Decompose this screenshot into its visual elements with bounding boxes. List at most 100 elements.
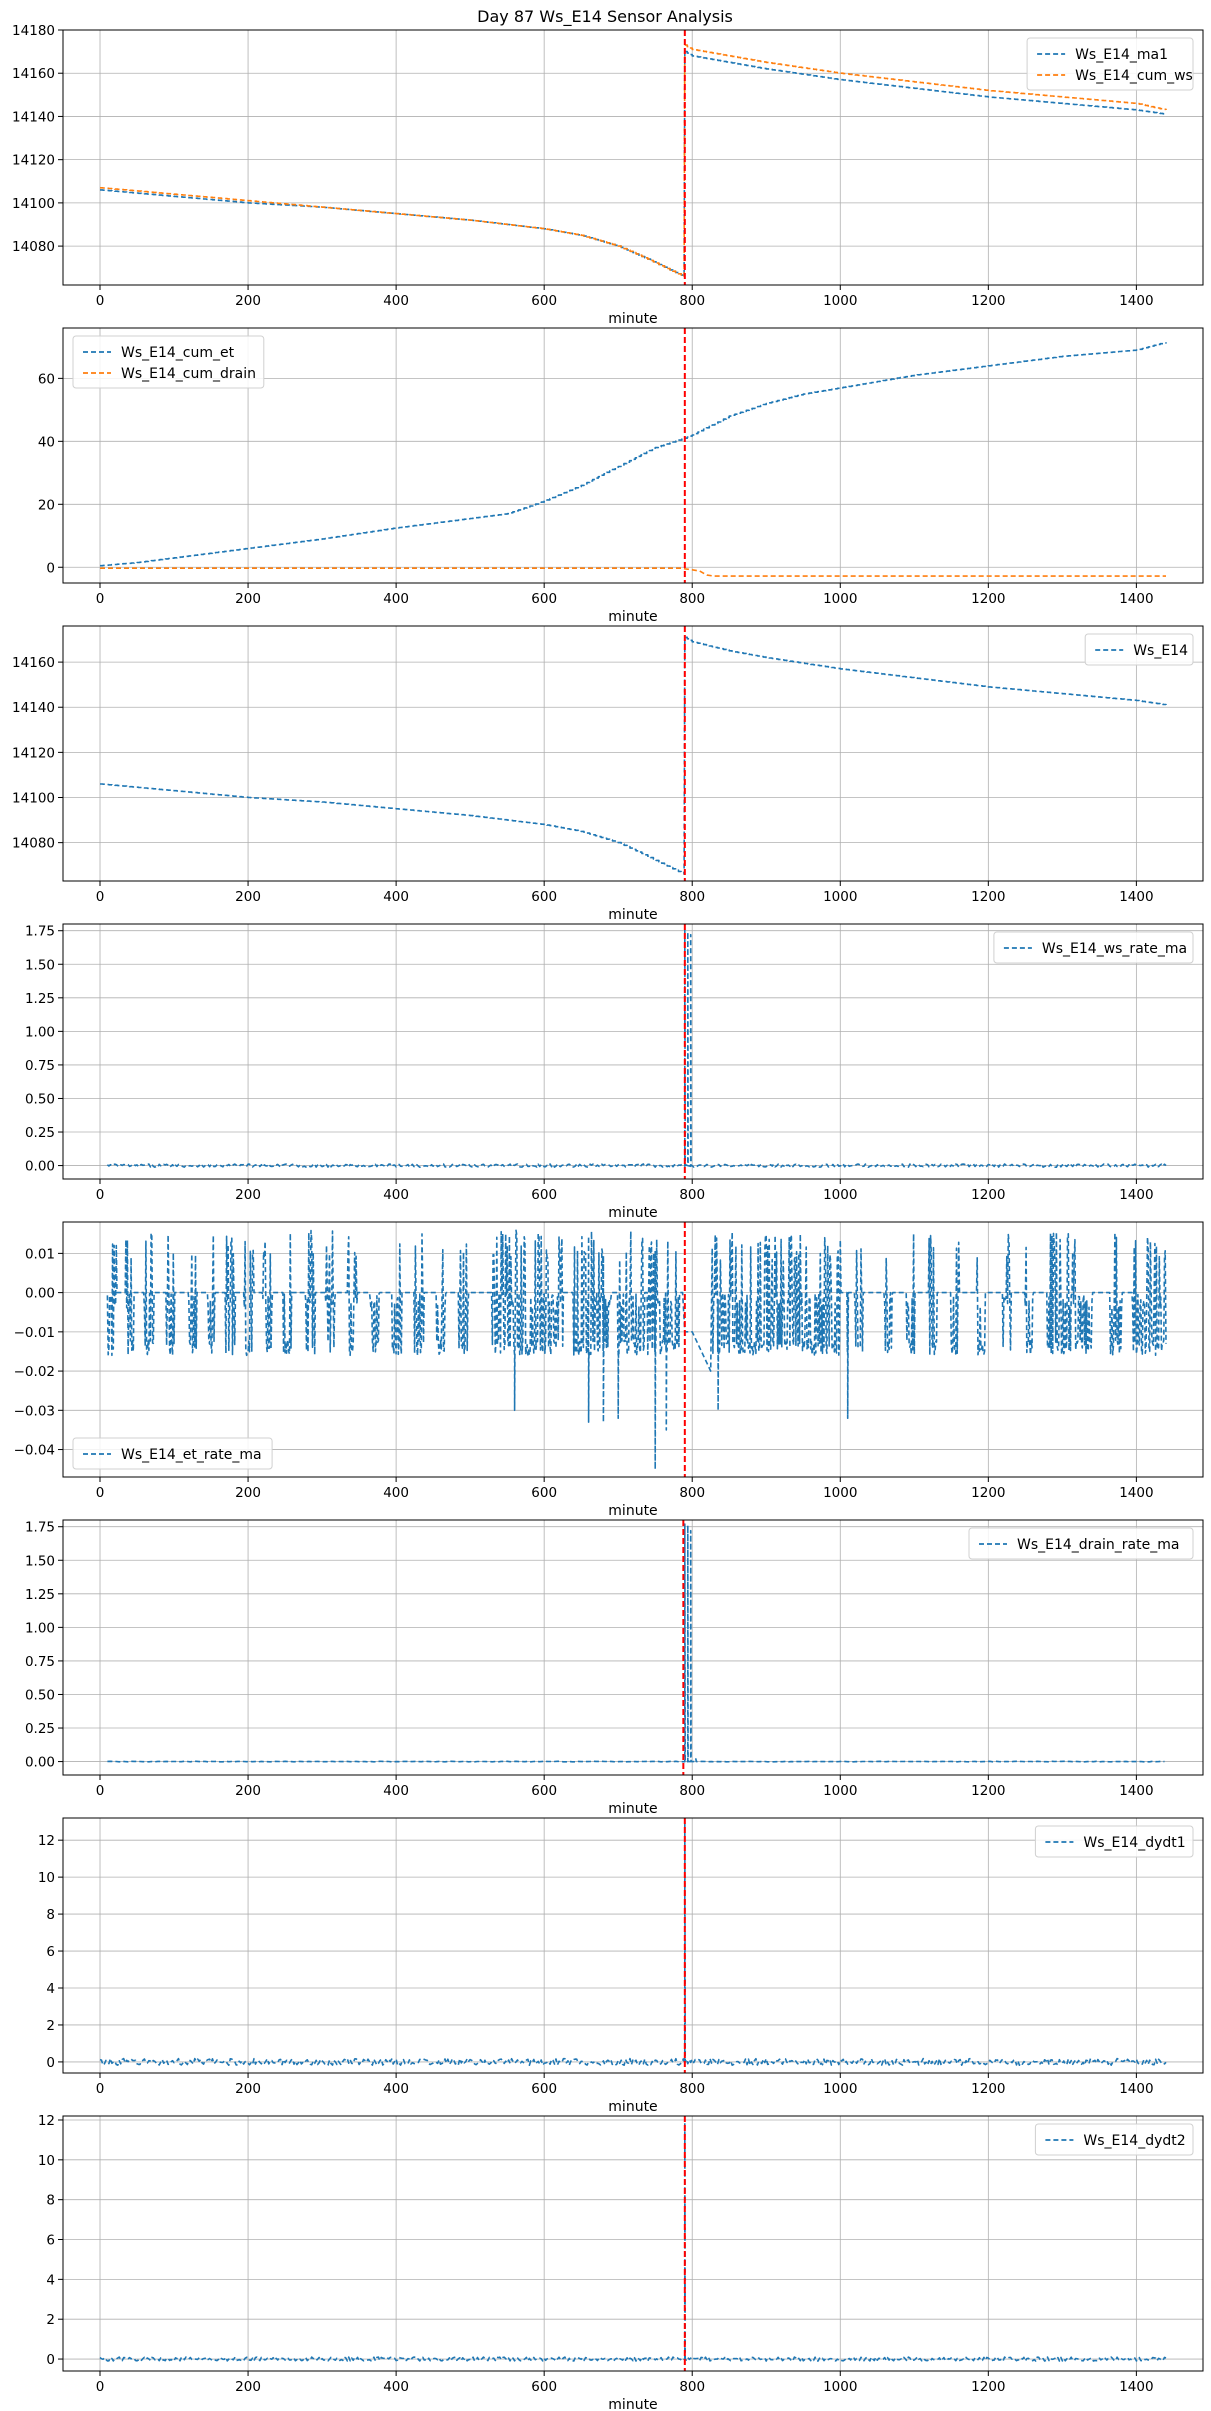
y-tick-label: 60 xyxy=(38,371,55,387)
y-tick-label: 14160 xyxy=(12,66,55,82)
x-tick-label: 800 xyxy=(679,2081,705,2097)
y-tick-label: 1.25 xyxy=(25,1587,55,1603)
series-line-Ws_E14 xyxy=(100,636,1167,875)
x-tick-label: 200 xyxy=(235,2379,261,2395)
legend-label: Ws_E14_ma1 xyxy=(1075,47,1168,63)
y-tick-label: 12 xyxy=(38,2113,55,2129)
x-tick-label: 1400 xyxy=(1119,1783,1153,1799)
y-tick-label: 12 xyxy=(38,1833,55,1849)
x-tick-label: 0 xyxy=(96,1783,105,1799)
legend-label: Ws_E14_ws_rate_ma xyxy=(1042,941,1187,957)
x-tick-label: 600 xyxy=(531,889,557,905)
legend-box xyxy=(1034,2123,1194,2156)
y-tick-label: 14140 xyxy=(12,109,55,125)
x-tick-label: 0 xyxy=(96,293,105,309)
legend-box xyxy=(72,335,265,389)
y-tick-label: 0.25 xyxy=(25,1125,55,1141)
x-axis-label: minute xyxy=(608,311,657,327)
y-tick-label: −0.04 xyxy=(14,1443,55,1459)
plot-frame xyxy=(62,923,1204,1180)
x-tick-label: 0 xyxy=(96,2081,105,2097)
x-tick-label: 200 xyxy=(235,293,261,309)
y-tick-label: 14160 xyxy=(12,655,55,671)
series-line-Ws_E14_ws_rate_ma xyxy=(106,928,1167,1168)
x-tick-label: 0 xyxy=(96,2379,105,2395)
y-tick-label: 2 xyxy=(46,2018,55,2034)
y-tick-label: 1.75 xyxy=(25,924,55,940)
x-tick-label: 1400 xyxy=(1119,1187,1153,1203)
chart-panel-3: 0 200 400 600 800 1000 1200 1400 14080 14100 14120… xyxy=(12,625,1204,923)
y-tick-label: 0.25 xyxy=(25,1721,55,1737)
y-tick-label: 6 xyxy=(46,2233,55,2249)
legend-label: Ws_E14_drain_rate_ma xyxy=(1017,1537,1179,1553)
y-tick-label: 14100 xyxy=(12,791,55,807)
data-layer xyxy=(99,1822,1167,2066)
x-tick-label: 1200 xyxy=(971,2081,1005,2097)
x-tick-label: 200 xyxy=(235,889,261,905)
x-tick-label: 400 xyxy=(383,889,409,905)
y-tick-label: 0 xyxy=(46,2055,55,2071)
y-tick-label: 0.50 xyxy=(25,1687,55,1703)
x-tick-label: 200 xyxy=(235,1187,261,1203)
x-tick-label: 1400 xyxy=(1119,889,1153,905)
series-line-Ws_E14_cum_drain xyxy=(100,567,1166,577)
legend-label: Ws_E14_cum_ws xyxy=(1075,68,1193,84)
x-tick-label: 600 xyxy=(531,591,557,607)
y-tick-label: 10 xyxy=(38,2153,55,2169)
data-layer xyxy=(106,928,1167,1168)
y-tick-label: 0.50 xyxy=(25,1091,55,1107)
x-tick-label: 1400 xyxy=(1119,293,1153,309)
x-tick-label: 1000 xyxy=(823,2081,857,2097)
x-tick-label: 800 xyxy=(679,1485,705,1501)
legend-box xyxy=(1084,633,1194,666)
legend: Ws_E14_ma1 Ws_E14_cum_ws xyxy=(1026,37,1194,91)
data-layer xyxy=(100,44,1167,278)
plot-frame xyxy=(62,625,1204,882)
x-axis-label: minute xyxy=(608,1503,657,1519)
legend-label: Ws_E14_et_rate_ma xyxy=(121,1447,262,1463)
x-tick-label: 1200 xyxy=(971,591,1005,607)
legend: Ws_E14_drain_rate_ma xyxy=(968,1527,1194,1560)
x-tick-label: 1200 xyxy=(971,1485,1005,1501)
plot-frame xyxy=(62,327,1204,584)
x-axis-label: minute xyxy=(608,907,657,923)
x-tick-label: 800 xyxy=(679,889,705,905)
x-tick-label: 0 xyxy=(96,591,105,607)
legend: Ws_E14_dydt1 xyxy=(1034,1825,1194,1858)
y-tick-label: 10 xyxy=(38,1870,55,1886)
x-tick-label: 200 xyxy=(235,591,261,607)
y-tick-label: 1.00 xyxy=(25,1620,55,1636)
x-tick-label: 1000 xyxy=(823,889,857,905)
legend-label: Ws_E14_dydt1 xyxy=(1083,1835,1185,1851)
x-tick-label: 400 xyxy=(383,1187,409,1203)
x-tick-label: 200 xyxy=(235,2081,261,2097)
x-tick-label: 400 xyxy=(383,1485,409,1501)
y-tick-label: 1.75 xyxy=(25,1520,55,1536)
legend: Ws_E14_et_rate_ma xyxy=(72,1437,273,1470)
y-tick-label: −0.01 xyxy=(14,1325,55,1341)
x-axis-label: minute xyxy=(608,2099,657,2115)
data-layer xyxy=(100,342,1167,577)
x-tick-label: 1000 xyxy=(823,1783,857,1799)
x-tick-label: 0 xyxy=(96,889,105,905)
x-tick-label: 1200 xyxy=(971,293,1005,309)
x-tick-label: 800 xyxy=(679,1187,705,1203)
legend-box xyxy=(993,931,1194,964)
plot-frame xyxy=(62,1519,1204,1776)
x-tick-label: 600 xyxy=(531,1187,557,1203)
plot-frame xyxy=(62,1221,1204,1478)
x-tick-label: 600 xyxy=(531,2081,557,2097)
data-layer xyxy=(107,1523,1165,1763)
y-tick-label: 1.50 xyxy=(25,957,55,973)
x-tick-label: 200 xyxy=(235,1485,261,1501)
y-tick-label: 1.50 xyxy=(25,1553,55,1569)
x-tick-label: 1400 xyxy=(1119,2081,1153,2097)
legend-box xyxy=(72,1437,273,1470)
y-tick-label: 0.00 xyxy=(25,1159,55,1175)
x-tick-label: 400 xyxy=(383,2379,409,2395)
series-line-Ws_E14_cum_et xyxy=(100,342,1167,567)
series-line-Ws_E14_dydt1 xyxy=(99,1822,1167,2066)
series-line-Ws_E14_drain_rate_ma xyxy=(107,1523,1165,1763)
y-tick-label: 0 xyxy=(46,2352,55,2368)
